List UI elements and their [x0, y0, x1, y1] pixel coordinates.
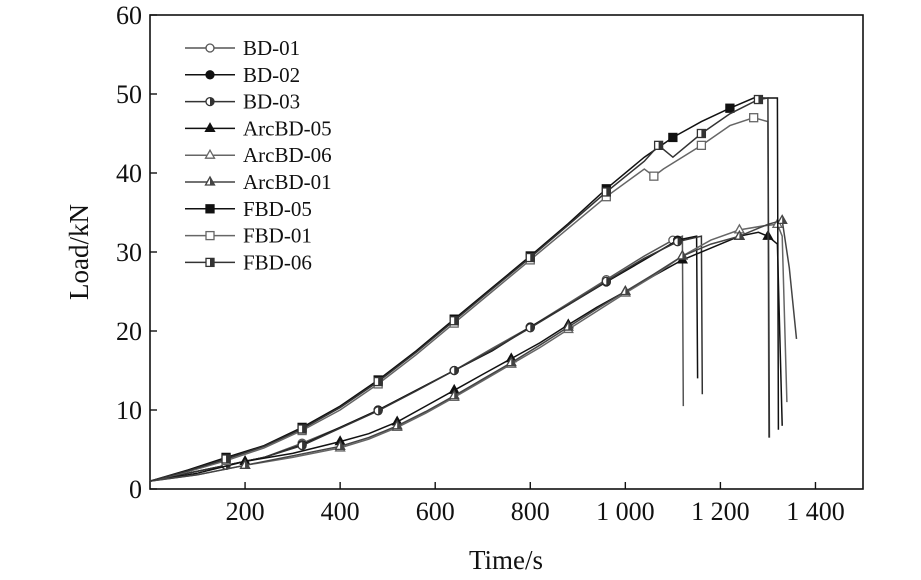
x-tick-label: 800	[511, 497, 550, 526]
legend-label: ArcBD-06	[243, 143, 332, 167]
series-line-fbd-05	[149, 97, 780, 482]
arcbd-01-marker	[733, 229, 746, 240]
bd-03-marker	[449, 365, 459, 376]
legend-item-arcbd-01: ArcBD-01	[185, 170, 332, 194]
series-line-bd-02	[149, 235, 699, 482]
fbd-06-marker	[525, 252, 535, 263]
fbd-06-marker	[696, 128, 707, 139]
fbd-06-marker	[601, 187, 611, 197]
series-line-arcbd-05	[149, 231, 783, 482]
fbd-06-marker	[653, 140, 664, 151]
fbd-05-marker	[668, 132, 678, 143]
arcbd-01-marker	[334, 440, 346, 450]
arcbd-01-marker	[562, 320, 574, 331]
legend-label: ArcBD-01	[243, 170, 332, 194]
legend-item-bd-03: BD-03	[185, 90, 300, 114]
bd-03-marker	[672, 237, 683, 247]
arcbd-01-marker	[776, 214, 788, 225]
y-axis-label: Load/kN	[64, 204, 94, 300]
legend-item-arcbd-05: ArcBD-05	[185, 116, 332, 140]
y-tick-label: 60	[116, 1, 142, 30]
arcbd-01-marker	[505, 356, 517, 367]
x-tick-label: 1 200	[691, 497, 750, 526]
y-tick-label: 20	[116, 317, 142, 346]
y-tick-label: 40	[116, 159, 142, 188]
legend-item-bd-02: BD-02	[185, 63, 300, 87]
series-bd-01	[149, 235, 685, 482]
legend-label: FBD-05	[243, 197, 312, 221]
x-tick-label: 200	[226, 497, 265, 526]
series-bd-03	[149, 235, 704, 482]
legend-fbd-05-marker	[205, 204, 215, 214]
legend-arcbd-05-marker	[204, 122, 216, 133]
legend-label: BD-02	[243, 63, 300, 87]
legend-bd-01-marker	[205, 43, 215, 53]
x-tick-label: 400	[321, 497, 360, 526]
legend-bd-03-marker	[205, 96, 215, 107]
bd-03-marker	[601, 276, 611, 286]
y-tick-label: 50	[116, 80, 142, 109]
bd-03-marker	[525, 323, 535, 333]
series-line-arcbd-06	[149, 223, 788, 482]
y-tick-label: 10	[116, 396, 142, 425]
fbd-06-marker	[221, 454, 231, 464]
legend-item-fbd-06: FBD-06	[185, 250, 312, 274]
legend-label: FBD-01	[243, 224, 312, 248]
fbd-06-marker	[297, 424, 307, 434]
legend-item-fbd-01: FBD-01	[185, 224, 312, 248]
legend-item-bd-01: BD-01	[185, 36, 300, 60]
series-line-bd-03	[149, 235, 704, 482]
x-tick-label: 1 400	[786, 497, 845, 526]
legend-fbd-06-marker	[205, 257, 215, 268]
fbd-01-marker	[696, 140, 707, 151]
fbd-01-marker	[649, 171, 659, 181]
series-line-arcbd-01	[149, 219, 798, 482]
series-bd-02	[149, 235, 699, 482]
legend-item-arcbd-06: ArcBD-06	[185, 143, 332, 167]
y-tick-label: 30	[116, 238, 142, 267]
arcbd-01-marker	[619, 285, 631, 296]
series-line-bd-01	[149, 235, 685, 482]
legend-item-fbd-05: FBD-05	[185, 197, 312, 221]
legend-arcbd-01-marker	[204, 175, 216, 186]
fbd-05-marker	[725, 103, 735, 113]
fbd-06-marker	[753, 94, 764, 105]
arcbd-01-marker	[391, 419, 403, 430]
legend-fbd-01-marker	[205, 230, 215, 241]
series-arcbd-01	[149, 214, 798, 482]
arcbd-01-marker	[676, 249, 688, 260]
legend-label: FBD-06	[243, 250, 312, 274]
legend-bd-02-marker	[205, 70, 215, 80]
series-fbd-06	[149, 94, 771, 482]
series-fbd-01	[149, 113, 770, 482]
arcbd-01-marker	[239, 458, 251, 469]
fbd-06-marker	[373, 376, 383, 387]
x-tick-label: 600	[416, 497, 455, 526]
arcbd-01-marker	[448, 389, 460, 400]
x-axis-label: Time/s	[469, 545, 543, 575]
fbd-01-marker	[749, 113, 759, 123]
fbd-06-marker	[449, 316, 459, 326]
legend-arcbd-06-marker	[204, 148, 216, 159]
legend-label: BD-01	[243, 36, 300, 60]
bd-03-marker	[373, 406, 383, 416]
legend-label: ArcBD-05	[243, 116, 332, 140]
y-tick-label: 0	[129, 475, 142, 504]
bd-03-marker	[297, 440, 307, 451]
x-tick-label: 1 000	[596, 497, 655, 526]
legend-label: BD-03	[243, 90, 300, 114]
